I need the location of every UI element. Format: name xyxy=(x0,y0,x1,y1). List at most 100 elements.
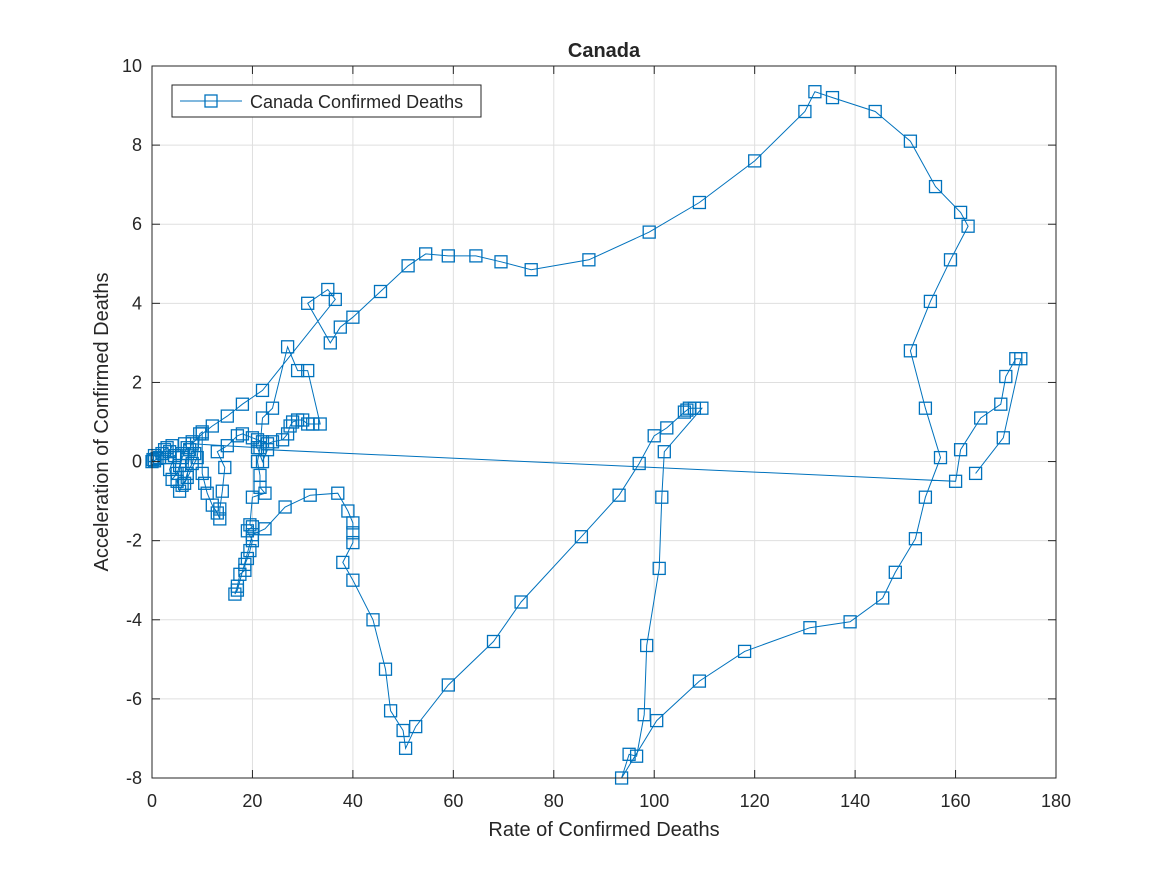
data-point xyxy=(803,621,817,635)
data-point xyxy=(918,490,933,504)
data-point xyxy=(331,486,345,500)
x-tick-label: 120 xyxy=(740,791,770,811)
data-point xyxy=(441,249,455,263)
data-point xyxy=(321,282,335,297)
data-point xyxy=(198,476,212,490)
data-point xyxy=(419,247,433,261)
data-point xyxy=(346,310,360,324)
data-point xyxy=(943,253,958,267)
data-point xyxy=(994,397,1008,411)
data-point xyxy=(285,415,300,429)
data-point xyxy=(629,749,644,763)
y-axis-label: Acceleration of Confirmed Deaths xyxy=(91,272,113,571)
ticks: 0 20 40 60 80 100 120 140 160 180 -8 -6 -4 -2 0 2 4 6 8 10 xyxy=(122,56,1071,811)
data-point xyxy=(333,320,347,334)
data-point xyxy=(230,583,245,597)
data-point xyxy=(306,417,320,431)
data-point xyxy=(825,90,840,105)
y-tick-label: 8 xyxy=(132,135,142,155)
data-point xyxy=(737,644,752,659)
data-point xyxy=(336,555,350,570)
data-point xyxy=(514,595,528,609)
data-point xyxy=(908,532,923,546)
data-point xyxy=(574,530,589,544)
data-point xyxy=(650,713,664,728)
data-point xyxy=(441,678,455,692)
y-tick-label: -4 xyxy=(126,610,142,630)
data-point xyxy=(160,441,174,455)
data-point xyxy=(642,225,656,239)
data-point xyxy=(323,336,337,350)
data-point xyxy=(903,344,918,358)
data-point xyxy=(373,284,388,299)
y-tick-label: 4 xyxy=(132,293,142,313)
data-point xyxy=(280,340,295,354)
data-point xyxy=(258,522,272,536)
data-point xyxy=(346,516,360,530)
legend: Canada Confirmed Deaths xyxy=(171,84,482,118)
x-tick-label: 100 xyxy=(639,791,669,811)
data-point xyxy=(918,401,933,415)
data-point xyxy=(524,263,538,277)
data-point xyxy=(903,134,918,148)
data-point xyxy=(303,488,317,502)
legend-label: Canada Confirmed Deaths xyxy=(250,92,463,112)
data-point xyxy=(205,498,219,512)
data-point xyxy=(652,561,666,576)
data-point xyxy=(240,524,255,538)
data-point xyxy=(486,634,501,649)
plot-area-border xyxy=(151,65,1057,779)
data-point xyxy=(632,456,646,471)
data-point xyxy=(953,443,968,457)
data-point xyxy=(933,450,948,465)
data-point xyxy=(640,638,654,653)
data-point xyxy=(366,613,380,627)
x-axis-label: Rate of Confirmed Deaths xyxy=(488,819,719,841)
data-point xyxy=(398,741,413,755)
chart-title: Canada xyxy=(568,40,641,62)
data-point xyxy=(243,543,257,558)
x-tick-label: 80 xyxy=(544,791,564,811)
data-point xyxy=(180,466,194,481)
data-point xyxy=(401,259,415,273)
data-point xyxy=(695,401,709,415)
series-layer xyxy=(145,85,1028,785)
data-point xyxy=(250,433,265,447)
x-tick-label: 140 xyxy=(840,791,870,811)
data-point xyxy=(888,565,902,579)
data-point xyxy=(378,662,393,676)
x-tick-label: 0 xyxy=(147,791,157,811)
data-point xyxy=(953,205,968,220)
data-point xyxy=(660,421,674,435)
y-tick-label: 2 xyxy=(132,372,142,392)
y-tick-label: 10 xyxy=(122,56,142,76)
data-point xyxy=(692,674,707,688)
data-point xyxy=(876,591,890,605)
data-point xyxy=(808,85,822,99)
data-point xyxy=(230,429,245,443)
data-point xyxy=(843,615,857,629)
data-point xyxy=(185,437,199,451)
data-point xyxy=(195,466,209,481)
data-point xyxy=(238,563,252,577)
data-point xyxy=(622,747,636,761)
data-point xyxy=(220,439,234,453)
data-point xyxy=(220,409,234,423)
x-tick-label: 60 xyxy=(443,791,463,811)
data-point xyxy=(167,448,182,463)
data-point xyxy=(265,401,280,415)
data-point xyxy=(677,405,692,419)
y-tick-label: 0 xyxy=(132,452,142,472)
data-point xyxy=(250,441,265,455)
data-point xyxy=(260,443,275,457)
data-point xyxy=(346,526,360,540)
data-point xyxy=(1014,352,1028,366)
data-point xyxy=(301,363,315,378)
data-point xyxy=(692,195,707,210)
data-point xyxy=(948,474,963,488)
data-point xyxy=(290,363,305,378)
x-tick-label: 20 xyxy=(242,791,262,811)
data-point xyxy=(748,154,762,168)
